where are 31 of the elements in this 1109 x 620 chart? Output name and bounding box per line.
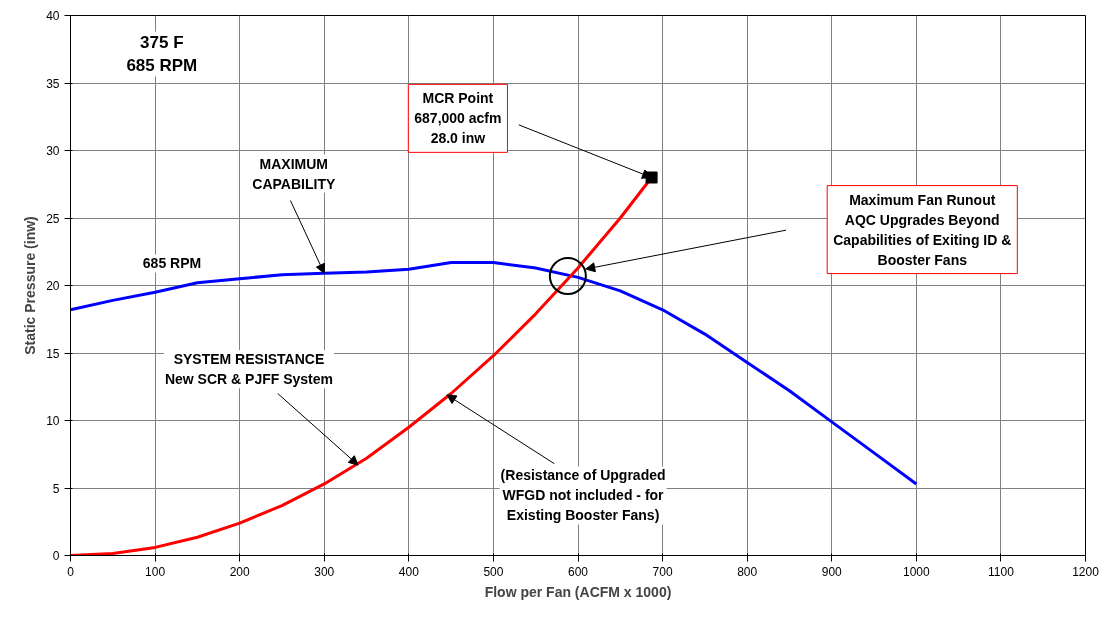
- x-tick-label: 500: [483, 564, 504, 579]
- y-tick-label: 15: [46, 346, 60, 361]
- annotation: (Resistance of Upgraded WFGD not included - for Existing Booster Fans): [500, 467, 666, 524]
- x-tick-label: 700: [652, 564, 673, 579]
- annotation: Maximum Fan Runout AQC Upgrades Beyond Capabilities of Exiting ID & Booster Fans: [833, 191, 1012, 268]
- x-axis-title: Flow per Fan (ACFM x 1000): [484, 583, 672, 600]
- y-tick-label: 10: [46, 414, 60, 428]
- y-tick-label: 30: [46, 144, 60, 158]
- x-tick-label: 1200: [1072, 564, 1100, 579]
- annotation: 685 RPM: [142, 255, 202, 272]
- y-tick-label: 25: [46, 211, 60, 226]
- x-tick-label: 600: [567, 564, 589, 579]
- x-tick-label: 1100: [988, 564, 1015, 579]
- x-tick-label: 100: [145, 564, 166, 579]
- annotation: MAXIMUM CAPABILITY: [252, 155, 336, 192]
- y-tick-label: 35: [46, 76, 60, 91]
- y-tick-label: 5: [52, 481, 60, 496]
- y-tick-label: 0: [52, 549, 60, 563]
- x-tick-label: 1000: [902, 564, 931, 579]
- x-tick-label: 200: [229, 564, 250, 579]
- y-axis-title: Static Pressure (inw): [22, 216, 39, 355]
- x-tick-label: 800: [737, 564, 758, 579]
- annotation: 375 F 685 RPM: [126, 32, 198, 76]
- x-tick-label: 400: [398, 564, 420, 579]
- annotation: SYSTEM RESISTANCE New SCR & PJFF System: [164, 351, 334, 388]
- annotation: MCR Point 687,000 acfm 28.0 inw: [414, 90, 502, 147]
- y-tick-label: 40: [46, 9, 60, 23]
- x-tick-label: 300: [314, 564, 335, 579]
- x-tick-label: 0: [67, 564, 75, 579]
- x-tick-label: 900: [821, 564, 843, 579]
- y-tick-label: 20: [46, 279, 60, 293]
